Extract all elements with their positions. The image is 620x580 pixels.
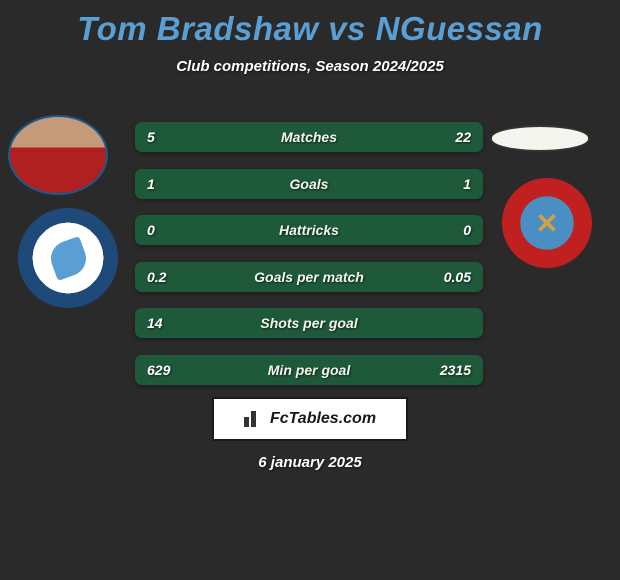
stat-label: Matches: [281, 129, 337, 145]
site-badge[interactable]: FcTables.com: [212, 397, 408, 441]
stat-row: 14 Shots per goal: [135, 308, 483, 338]
stat-value-left: 14: [147, 315, 163, 331]
club-badge-right: [502, 178, 592, 268]
stat-value-right: 22: [455, 129, 471, 145]
stat-row: 1 Goals 1: [135, 169, 483, 199]
stat-label: Min per goal: [268, 362, 350, 378]
stat-value-right: 1: [463, 176, 471, 192]
comparison-title: Tom Bradshaw vs NGuessan: [0, 0, 620, 48]
chart-icon: [244, 411, 264, 427]
stat-value-left: 0: [147, 222, 155, 238]
stat-label: Goals: [290, 176, 329, 192]
stat-label: Hattricks: [279, 222, 339, 238]
stat-label: Shots per goal: [260, 315, 357, 331]
comparison-date: 6 january 2025: [258, 454, 361, 471]
stat-value-right: 2315: [440, 362, 471, 378]
stats-container: 5 Matches 22 1 Goals 1 0 Hattricks 0 0.2…: [135, 122, 483, 401]
stat-value-left: 629: [147, 362, 170, 378]
player-photo-right: [490, 125, 590, 152]
stat-row: 629 Min per goal 2315: [135, 355, 483, 385]
stat-row: 0 Hattricks 0: [135, 215, 483, 245]
comparison-subtitle: Club competitions, Season 2024/2025: [0, 58, 620, 75]
site-name: FcTables.com: [270, 410, 376, 428]
stat-row: 5 Matches 22: [135, 122, 483, 152]
player-photo-left: [8, 115, 108, 195]
stat-value-left: 0.2: [147, 269, 166, 285]
stat-value-right: 0.05: [444, 269, 471, 285]
club-badge-left: [18, 208, 118, 308]
stat-row: 0.2 Goals per match 0.05: [135, 262, 483, 292]
stat-value-left: 5: [147, 129, 155, 145]
stat-value-right: 0: [463, 222, 471, 238]
stat-label: Goals per match: [254, 269, 364, 285]
stat-value-left: 1: [147, 176, 155, 192]
